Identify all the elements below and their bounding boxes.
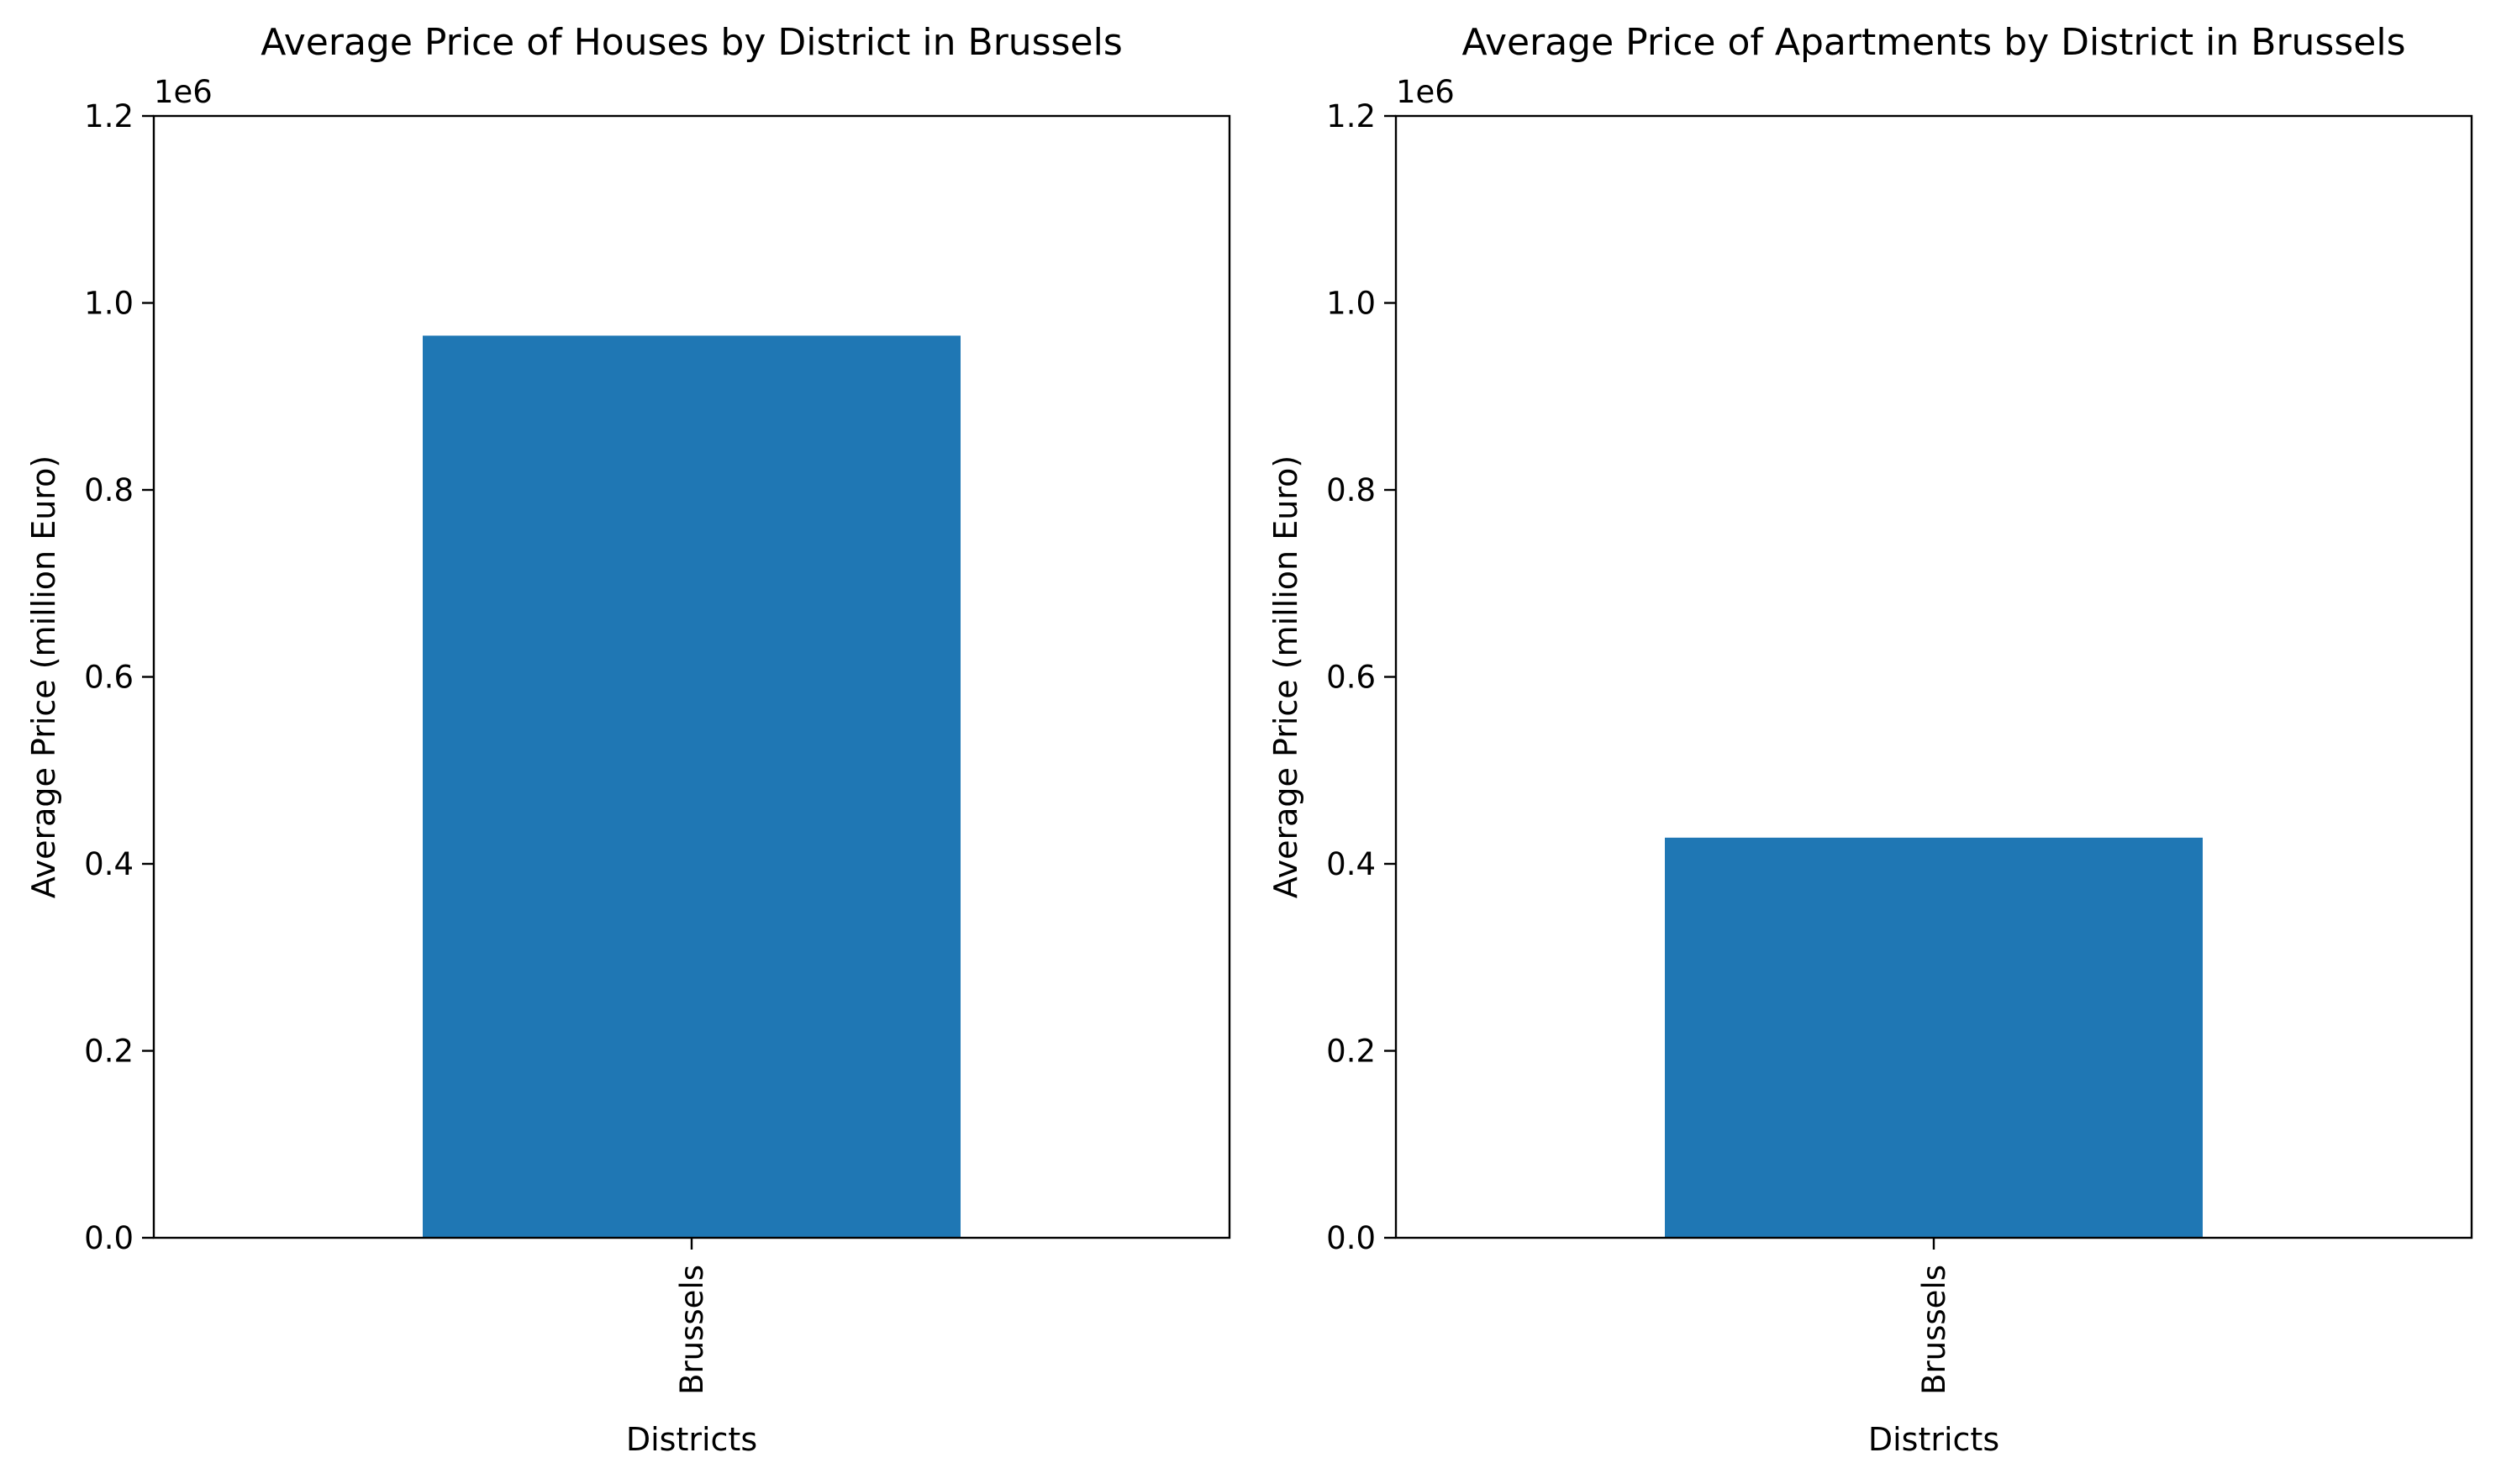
y-tick-label: 1.2: [1326, 98, 1376, 134]
y-tick-label: 1.0: [84, 286, 134, 322]
y-offset-label: 1e6: [154, 74, 213, 110]
y-tick-label: 0.8: [1326, 472, 1376, 508]
chart-houses: Average Price of Houses by District in B…: [25, 21, 1231, 1458]
y-axis: 0.0 0.2 0.4 0.6 0.8 1.0 1.2: [1326, 98, 1396, 1256]
x-tick-label: Brussels: [1916, 1265, 1952, 1395]
y-tick-label: 0.8: [84, 472, 134, 508]
chart-apartments: Average Price of Apartments by District …: [1267, 21, 2473, 1458]
bar-brussels: [1665, 837, 2203, 1238]
x-axis-label: Districts: [1868, 1421, 1999, 1458]
y-tick-label: 0.4: [84, 846, 134, 882]
bar-brussels: [423, 335, 961, 1238]
y-offset-label: 1e6: [1396, 74, 1455, 110]
chart-title: Average Price of Apartments by District …: [1461, 21, 2405, 64]
x-tick-label: Brussels: [674, 1265, 710, 1395]
y-tick-label: 0.0: [84, 1220, 134, 1256]
bars: [423, 335, 961, 1238]
y-tick-label: 1.0: [1326, 286, 1376, 322]
x-axis-label: Districts: [626, 1421, 757, 1458]
y-axis: 0.0 0.2 0.4 0.6 0.8 1.0 1.2: [84, 98, 154, 1256]
y-tick-label: 0.6: [84, 660, 134, 696]
y-axis-label: Average Price (million Euro): [25, 455, 62, 898]
chart-title: Average Price of Houses by District in B…: [261, 21, 1123, 64]
x-axis: Brussels: [674, 1238, 710, 1395]
x-axis: Brussels: [1916, 1238, 1952, 1395]
y-tick-label: 0.2: [84, 1034, 134, 1070]
y-tick-label: 1.2: [84, 98, 134, 134]
y-tick-label: 0.6: [1326, 660, 1376, 696]
y-tick-label: 0.2: [1326, 1034, 1376, 1070]
bars: [1665, 837, 2203, 1238]
y-tick-label: 0.0: [1326, 1220, 1376, 1256]
y-axis-label: Average Price (million Euro): [1267, 455, 1304, 898]
y-tick-label: 0.4: [1326, 846, 1376, 882]
